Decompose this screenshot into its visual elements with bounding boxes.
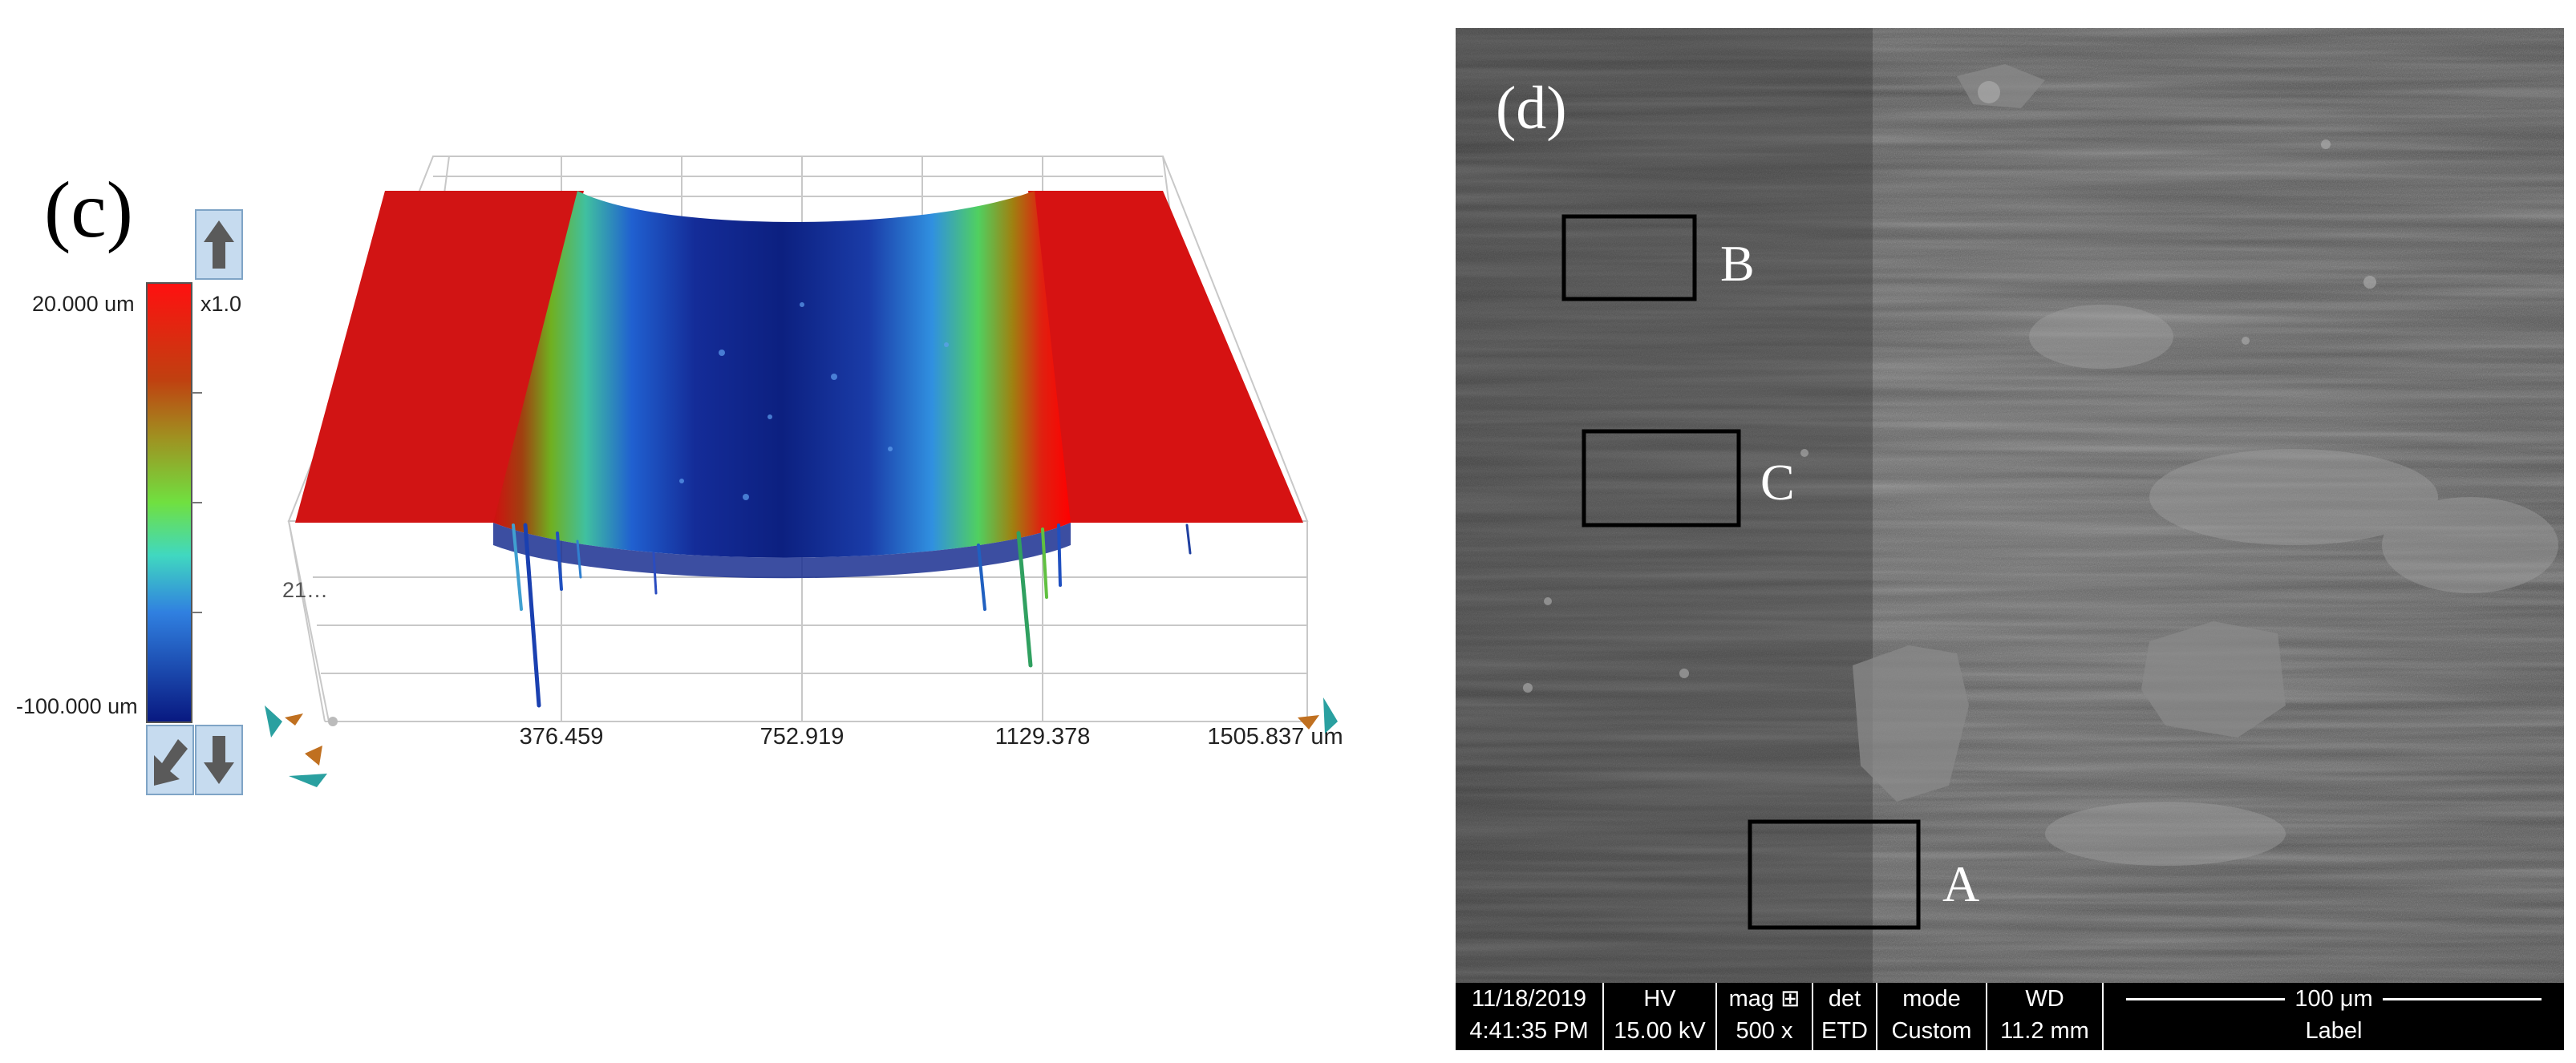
- axis-marker-icon: [265, 705, 327, 787]
- sem-mag-value: 500 x: [1736, 1018, 1793, 1044]
- sem-det-value: ETD: [1821, 1018, 1868, 1044]
- sem-time: 4:41:35 PM: [1469, 1018, 1589, 1044]
- sem-image: [1456, 28, 2564, 983]
- sem-datetime: 11/18/2019 4:41:35 PM: [1456, 983, 1604, 1050]
- sem-scalebar-row: 100 μm: [2104, 983, 2564, 1015]
- panel-d-label: (d): [1496, 75, 1567, 142]
- axis-marker-icon: [1298, 697, 1338, 734]
- region-box-c: [1582, 429, 1741, 527]
- region-box-a: [1748, 819, 1921, 930]
- sem-hv-value: 15.00 kV: [1614, 1018, 1706, 1044]
- sem-mag-label: mag ⊞: [1728, 986, 1800, 1012]
- sem-wd-value: 11.2 mm: [2000, 1018, 2089, 1044]
- sem-mag: mag ⊞ 500 x: [1717, 983, 1813, 1050]
- partial-axis-label: 21…: [282, 578, 328, 602]
- x-tick-label: 1505.837 um: [1207, 724, 1343, 750]
- sem-mode: mode Custom: [1877, 983, 1987, 1050]
- region-label-a: A: [1942, 855, 1979, 912]
- x-tick-label: 752.919: [760, 724, 844, 750]
- region-box-b: [1561, 214, 1697, 301]
- sem-det: det ETD: [1813, 983, 1877, 1050]
- sem-det-label: det: [1828, 986, 1861, 1012]
- sem-wd: WD 11.2 mm: [1987, 983, 2104, 1050]
- region-label-b: B: [1720, 235, 1755, 292]
- x-axis: 376.459 752.919 1129.378 1505.837 um: [520, 724, 1343, 750]
- region-boxes: [1561, 214, 1921, 930]
- scale-reset-button[interactable]: [146, 725, 194, 795]
- arrow-diagonal-icon: [154, 739, 188, 786]
- color-scale: 20.000 um -100.000 um x1.0: [16, 282, 241, 723]
- profile-surface: [295, 191, 1303, 708]
- zoom-label: x1.0: [200, 292, 241, 316]
- sem-info-bar: 11/18/2019 4:41:35 PM HV 15.00 kV mag ⊞ …: [1456, 983, 2564, 1050]
- sem-scalebar: 100 μm Label: [2104, 983, 2564, 1050]
- x-tick-label: 1129.378: [995, 724, 1091, 750]
- region-label-c: C: [1760, 454, 1795, 511]
- sem-mode-value: Custom: [1891, 1018, 1972, 1044]
- sem-wd-label: WD: [2025, 986, 2064, 1012]
- scale-down-button[interactable]: [195, 725, 243, 795]
- arrow-down-icon: [204, 736, 234, 784]
- panel-c-label: (c): [44, 165, 133, 254]
- scale-min-label: -100.000 um: [16, 694, 138, 718]
- sem-hv-label: HV: [1643, 986, 1676, 1012]
- x-tick-label: 376.459: [520, 724, 604, 750]
- color-scale-bar: [146, 282, 192, 723]
- arrow-up-icon: [204, 220, 234, 269]
- sem-date: 11/18/2019: [1472, 986, 1586, 1012]
- sem-label: Label: [2305, 1018, 2363, 1044]
- sem-mode-label: mode: [1902, 986, 1961, 1012]
- sem-hv: HV 15.00 kV: [1604, 983, 1717, 1050]
- scale-max-label: 20.000 um: [32, 292, 135, 316]
- scale-bar-text: 100 μm: [2285, 986, 2383, 1012]
- scale-up-button[interactable]: [195, 209, 243, 280]
